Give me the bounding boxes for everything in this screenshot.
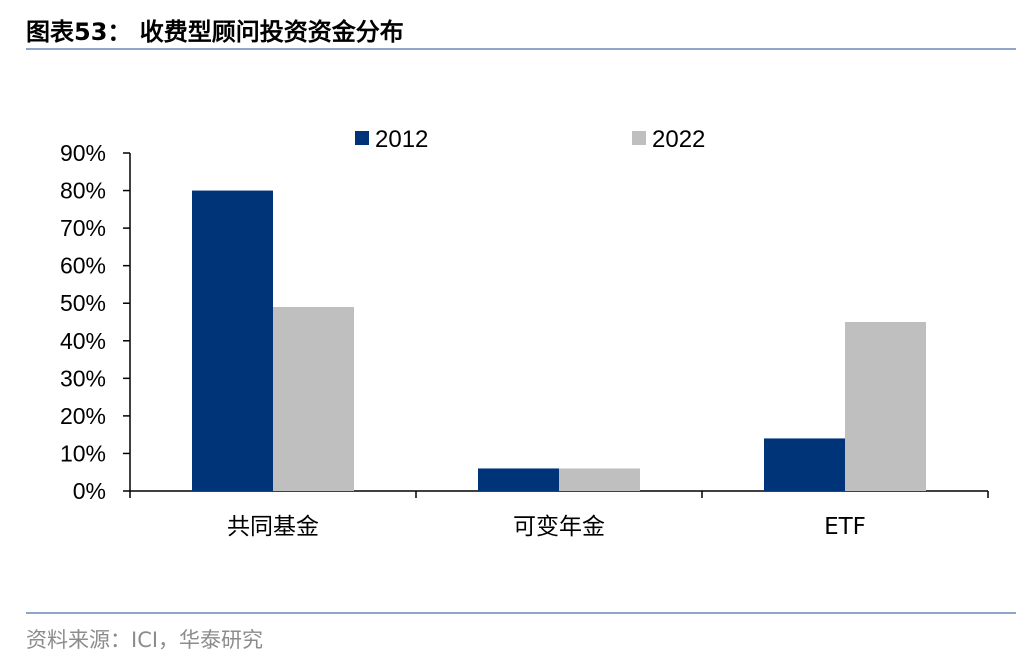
legend-swatch-2012 [355, 131, 369, 145]
y-tick-label: 90% [60, 140, 106, 166]
legend-swatch-2022 [632, 131, 646, 145]
chart-title: 图表53： 收费型顾问投资资金分布 [26, 18, 404, 46]
y-tick-label: 0% [73, 478, 106, 504]
title-divider [26, 48, 1016, 50]
y-tick-label: 40% [60, 328, 106, 354]
bar-2022-1 [559, 468, 640, 491]
y-tick-label: 60% [60, 253, 106, 279]
y-tick-label: 50% [60, 290, 106, 316]
bar-2022-2 [845, 322, 926, 491]
legend-label-2022: 2022 [652, 126, 705, 153]
bar-2012-1 [478, 468, 559, 491]
y-tick-label: 70% [60, 215, 106, 241]
category-label: ETF [824, 514, 866, 540]
title-bar: 图表53： 收费型顾问投资资金分布 [0, 0, 1036, 50]
source-note: 资料来源：ICI，华泰研究 [26, 628, 264, 652]
y-tick-label: 80% [60, 178, 106, 204]
category-label: 共同基金 [227, 514, 319, 540]
y-tick-label: 20% [60, 403, 106, 429]
bar-2012-0 [192, 190, 273, 492]
footer-divider [26, 612, 1016, 614]
y-tick-label: 30% [60, 365, 106, 391]
y-tick-label: 10% [60, 440, 106, 466]
legend-label-2012: 2012 [375, 126, 428, 153]
bar-2022-0 [273, 306, 354, 491]
bar-chart: 0% 10% 20% 30% 40% 50% 60% 70% 80% 90% 共同基金 可变年金 ETF… [60, 126, 989, 540]
category-label: 可变年金 [513, 514, 605, 540]
bar-2012-2 [764, 438, 845, 491]
